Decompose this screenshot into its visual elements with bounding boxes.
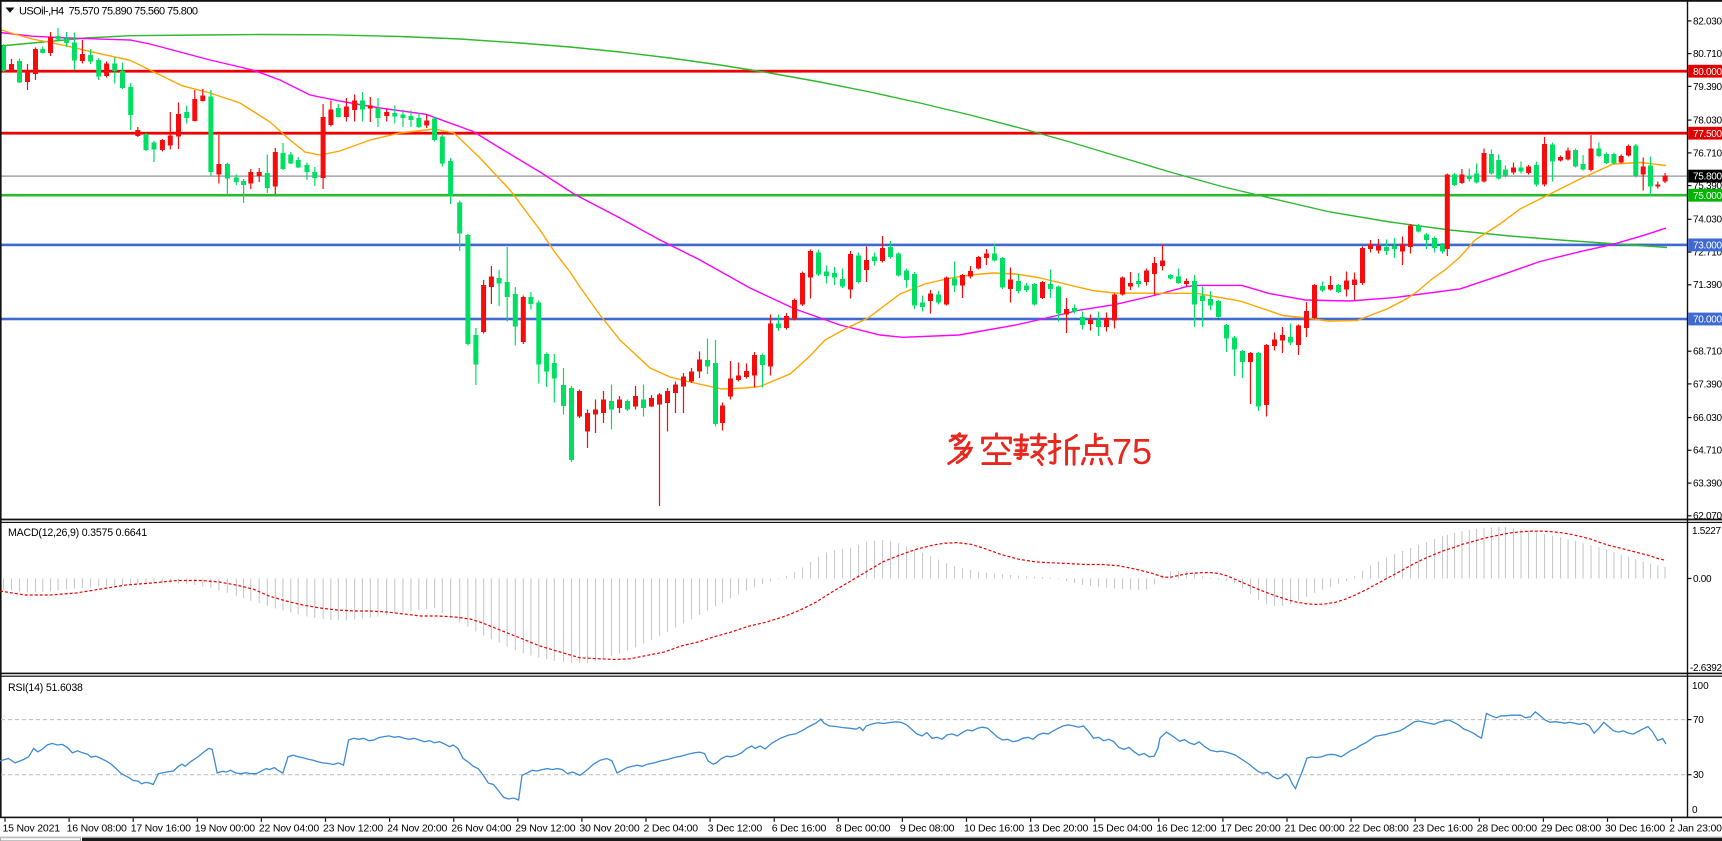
- svg-text:62.070: 62.070: [1693, 511, 1722, 522]
- svg-text:78.030: 78.030: [1693, 116, 1722, 127]
- svg-text:MACD(12,26,9) 0.3575 0.6641: MACD(12,26,9) 0.3575 0.6641: [8, 527, 147, 539]
- svg-text:64.710: 64.710: [1693, 446, 1722, 457]
- svg-text:70.000: 70.000: [1693, 315, 1722, 326]
- svg-text:75.390: 75.390: [1693, 181, 1722, 192]
- svg-text:74.030: 74.030: [1693, 215, 1722, 226]
- svg-text:2 Jan 23:00: 2 Jan 23:00: [1669, 823, 1722, 835]
- svg-text:26 Nov 04:00: 26 Nov 04:00: [451, 823, 511, 835]
- svg-text:80.710: 80.710: [1693, 49, 1722, 60]
- svg-text:24 Nov 20:00: 24 Nov 20:00: [387, 823, 447, 835]
- svg-text:82.030: 82.030: [1693, 16, 1722, 27]
- svg-text:79.390: 79.390: [1693, 82, 1722, 93]
- svg-text:8 Dec 00:00: 8 Dec 00:00: [836, 823, 891, 835]
- svg-text:0.00: 0.00: [1693, 574, 1712, 585]
- svg-text:19 Nov 00:00: 19 Nov 00:00: [195, 823, 255, 835]
- svg-text:67.390: 67.390: [1693, 379, 1722, 390]
- svg-text:63.390: 63.390: [1693, 479, 1722, 490]
- svg-text:15 Nov 2021: 15 Nov 2021: [3, 823, 61, 835]
- svg-text:30: 30: [1693, 770, 1704, 781]
- svg-text:17 Dec 20:00: 17 Dec 20:00: [1220, 823, 1280, 835]
- svg-text:66.030: 66.030: [1693, 413, 1722, 424]
- svg-text:0: 0: [1692, 805, 1698, 816]
- svg-text:30 Dec 16:00: 30 Dec 16:00: [1605, 823, 1665, 835]
- svg-text:68.710: 68.710: [1693, 347, 1722, 358]
- svg-text:70: 70: [1693, 715, 1704, 726]
- svg-text:76.710: 76.710: [1693, 148, 1722, 159]
- svg-text:29 Dec 08:00: 29 Dec 08:00: [1541, 823, 1601, 835]
- svg-text:RSI(14) 51.6038: RSI(14) 51.6038: [8, 682, 83, 694]
- svg-text:22 Nov 04:00: 22 Nov 04:00: [259, 823, 319, 835]
- svg-text:13 Dec 20:00: 13 Dec 20:00: [1028, 823, 1088, 835]
- svg-text:75.000: 75.000: [1693, 191, 1722, 202]
- svg-text:77.500: 77.500: [1693, 129, 1722, 140]
- svg-text:9 Dec 08:00: 9 Dec 08:00: [900, 823, 955, 835]
- svg-text:22 Dec 08:00: 22 Dec 08:00: [1349, 823, 1409, 835]
- svg-text:80.000: 80.000: [1693, 67, 1722, 78]
- svg-text:28 Dec 00:00: 28 Dec 00:00: [1477, 823, 1537, 835]
- svg-text:-2.6392: -2.6392: [1690, 663, 1722, 674]
- svg-text:75.800: 75.800: [1693, 172, 1722, 183]
- svg-text:USOil-,H4 75.570 75.890 75.56: USOil-,H4 75.570 75.890 75.560 75.800: [19, 6, 198, 18]
- svg-text:100: 100: [1692, 681, 1709, 692]
- svg-text:17 Nov 16:00: 17 Nov 16:00: [131, 823, 191, 835]
- svg-text:72.710: 72.710: [1693, 248, 1722, 259]
- svg-text:23 Nov 12:00: 23 Nov 12:00: [323, 823, 383, 835]
- svg-text:75: 75: [1112, 431, 1152, 472]
- svg-text:2 Dec 04:00: 2 Dec 04:00: [644, 823, 699, 835]
- svg-text:21 Dec 00:00: 21 Dec 00:00: [1285, 823, 1345, 835]
- svg-text:16 Nov 08:00: 16 Nov 08:00: [67, 823, 127, 835]
- svg-text:1.5227: 1.5227: [1692, 526, 1722, 537]
- svg-text:15 Dec 04:00: 15 Dec 04:00: [1092, 823, 1152, 835]
- svg-text:71.390: 71.390: [1693, 280, 1722, 291]
- svg-text:30 Nov 20:00: 30 Nov 20:00: [579, 823, 639, 835]
- svg-text:73.000: 73.000: [1693, 241, 1722, 252]
- svg-text:16 Dec 12:00: 16 Dec 12:00: [1156, 823, 1216, 835]
- svg-text:29 Nov 12:00: 29 Nov 12:00: [515, 823, 575, 835]
- svg-text:6 Dec 16:00: 6 Dec 16:00: [772, 823, 827, 835]
- svg-text:10 Dec 16:00: 10 Dec 16:00: [964, 823, 1024, 835]
- svg-text:3 Dec 12:00: 3 Dec 12:00: [708, 823, 763, 835]
- svg-text:23 Dec 16:00: 23 Dec 16:00: [1413, 823, 1473, 835]
